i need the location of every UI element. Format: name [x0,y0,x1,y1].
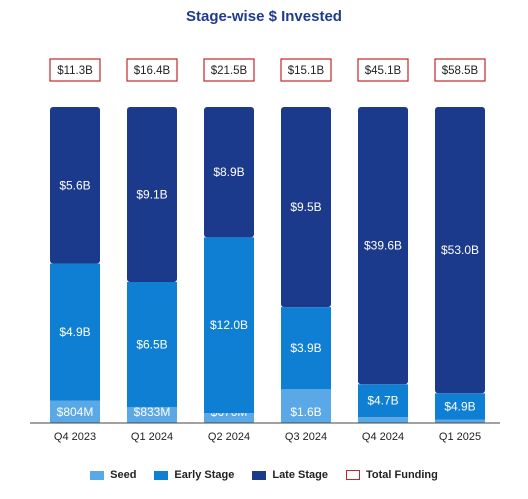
data-label: $1.6B [290,405,321,419]
total-funding-label: $58.5B [442,65,479,77]
legend-label-seed: Seed [110,469,137,481]
data-label: $53.0B [441,243,479,257]
legend-item-seed: Seed [90,469,136,481]
data-label: $9.5B [290,200,321,214]
bar-segment-early-stage [204,237,254,414]
total-funding-label: $21.5B [211,65,248,77]
data-label: $5.6B [59,178,90,192]
total-funding-box [49,58,101,82]
data-label: $4.9B [59,325,90,339]
legend-label-total-funding: Total Funding [365,469,438,481]
x-tick-label: Q4 2023 [54,431,96,443]
legend-item-late-stage: Late Stage [252,469,328,481]
x-tick-label: Q3 2024 [285,431,327,443]
total-funding-box [357,58,409,82]
data-label: $39.6B [364,239,402,253]
x-tick-label: Q1 2025 [439,431,481,443]
chart-title: Stage-wise $ Invested [186,8,342,25]
bar-segment-early-stage [281,307,331,390]
bar-segment-late-stage [50,107,100,264]
bar-segment-early-stage [358,384,408,418]
total-funding-label: $45.1B [365,65,402,77]
bar-segment-late-stage [358,107,408,385]
bar-segment-seed [281,389,331,423]
legend-swatch-early-stage [154,470,169,480]
legend-item-early-stage: Early Stage [154,469,234,481]
total-funding-box [434,58,486,82]
total-funding-box [126,58,178,82]
bar-segment-early-stage [50,263,100,401]
bar-segment-late-stage [204,107,254,238]
total-funding-box [203,58,255,82]
total-funding-label: $11.3B [57,65,93,77]
bar-segment-early-stage [435,393,485,420]
data-label: $4.7B [367,394,398,408]
legend-swatch-seed [90,470,105,480]
legend-label-late-stage: Late Stage [272,469,328,481]
bar-segment-seed [358,417,408,423]
data-label: $833M [134,405,171,419]
data-label: $6.5B [136,337,167,351]
legend-swatch-total-funding [345,470,360,480]
legend-item-total-funding: Total Funding [345,469,438,481]
legend: Seed Early Stage Late Stage Total Fundin… [0,469,528,481]
total-funding-label: $15.1B [288,65,325,77]
bar-segment-late-stage [435,107,485,394]
x-tick-label: Q2 2024 [208,431,250,443]
bar-segment-seed [127,406,177,423]
bar-segment-late-stage [127,107,177,282]
total-funding-box [280,58,332,82]
x-tick-label: Q1 2024 [131,431,173,443]
bar-segment-seed [50,400,100,423]
legend-swatch-late-stage [252,470,267,480]
legend-label-early-stage: Early Stage [174,469,235,481]
data-label: $8.9B [213,165,244,179]
data-label: $3.9B [290,341,321,355]
bar-segment-seed [204,413,254,423]
bar-segment-late-stage [281,107,331,308]
data-label: $804M [57,405,94,419]
data-label: $9.1B [136,187,167,201]
bar-segment-early-stage [127,281,177,407]
total-funding-label: $16.4B [134,65,171,77]
bar-segment-seed [435,419,485,423]
data-label: $4.9B [444,400,475,414]
data-label: $12.0B [210,318,248,332]
x-tick-label: Q4 2024 [362,431,404,443]
